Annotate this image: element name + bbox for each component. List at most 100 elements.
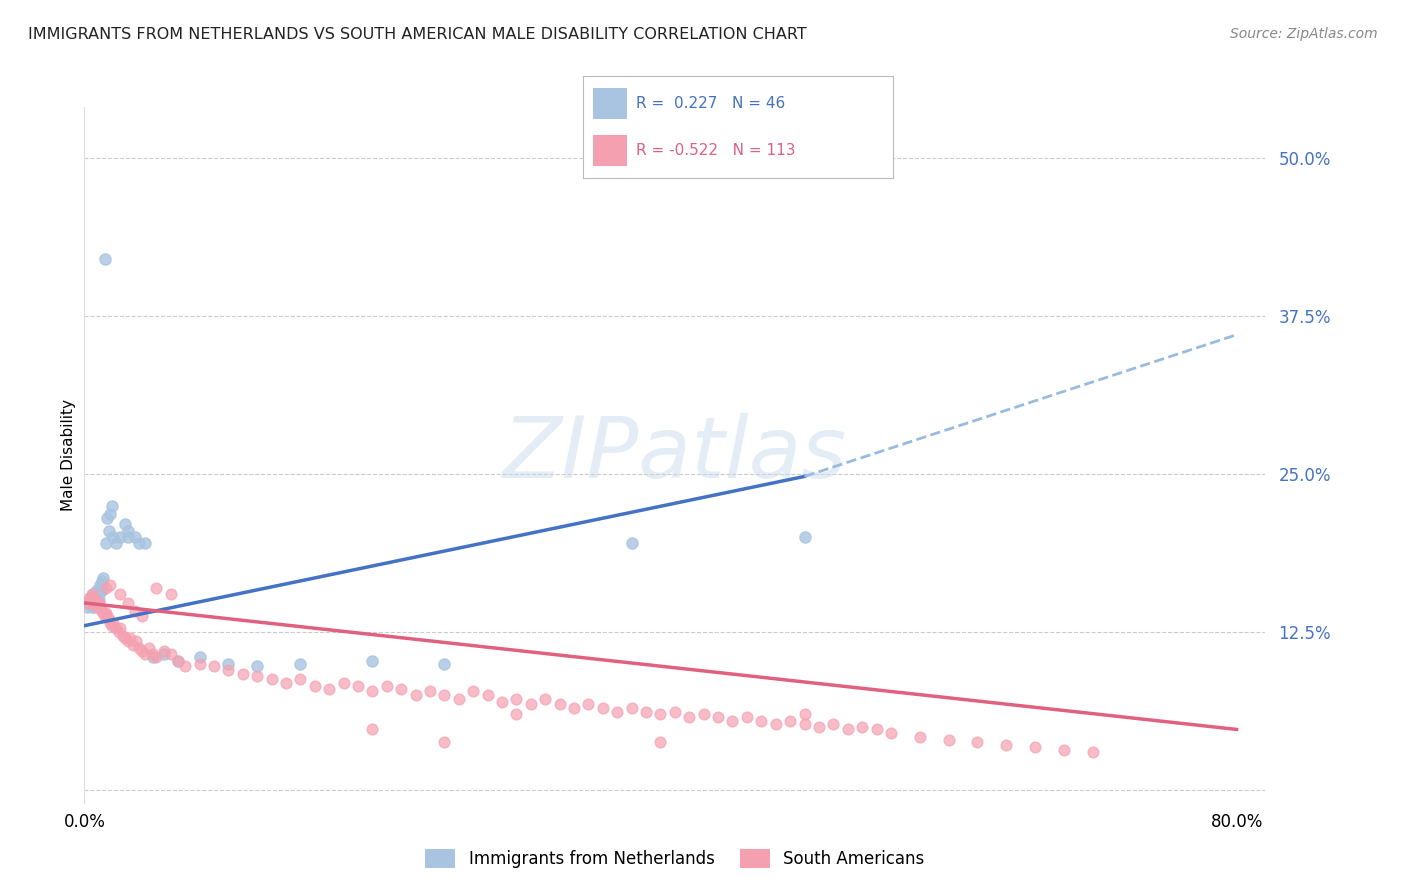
- Point: [433, 735, 456, 749]
- Point: [793, 717, 815, 731]
- Point: [110, 530, 132, 544]
- Point: [87, 596, 110, 610]
- Point: [260, 672, 283, 686]
- Point: [80, 591, 103, 605]
- Point: [97, 524, 120, 538]
- Point: [91, 571, 114, 585]
- Point: [114, 632, 136, 646]
- Point: [84, 596, 107, 610]
- Point: [138, 641, 160, 656]
- Point: [389, 681, 412, 696]
- Point: [80, 599, 103, 614]
- Text: R =  0.227   N = 46: R = 0.227 N = 46: [636, 96, 786, 111]
- Point: [98, 508, 121, 522]
- Point: [82, 587, 104, 601]
- Point: [114, 517, 136, 532]
- Point: [592, 701, 614, 715]
- Point: [117, 633, 139, 648]
- Legend: Immigrants from Netherlands, South Americans: Immigrants from Netherlands, South Ameri…: [419, 842, 931, 874]
- Point: [87, 587, 110, 601]
- Point: [145, 650, 167, 665]
- Point: [110, 587, 132, 601]
- Point: [122, 638, 145, 652]
- Point: [908, 730, 931, 744]
- Point: [578, 697, 600, 711]
- Point: [188, 650, 211, 665]
- Point: [650, 735, 672, 749]
- Point: [117, 596, 139, 610]
- Point: [87, 593, 110, 607]
- Point: [520, 697, 543, 711]
- Point: [966, 735, 988, 749]
- Point: [94, 606, 117, 620]
- Point: [83, 593, 105, 607]
- Point: [82, 593, 104, 607]
- Point: [548, 697, 571, 711]
- Point: [83, 599, 105, 614]
- Point: [433, 657, 456, 671]
- Point: [505, 707, 527, 722]
- Point: [134, 647, 156, 661]
- Point: [735, 710, 758, 724]
- Bar: [593, 136, 627, 166]
- Point: [80, 596, 103, 610]
- Point: [105, 621, 128, 635]
- Point: [477, 688, 499, 702]
- Point: [83, 591, 105, 605]
- Point: [94, 581, 117, 595]
- Point: [433, 688, 456, 702]
- Point: [405, 688, 427, 702]
- Bar: [593, 88, 627, 119]
- Point: [1081, 745, 1104, 759]
- Point: [361, 684, 384, 698]
- Point: [765, 717, 787, 731]
- Point: [89, 583, 111, 598]
- Point: [491, 695, 513, 709]
- Text: Source: ZipAtlas.com: Source: ZipAtlas.com: [1230, 27, 1378, 41]
- Point: [117, 524, 139, 538]
- Text: IMMIGRANTS FROM NETHERLANDS VS SOUTH AMERICAN MALE DISABILITY CORRELATION CHART: IMMIGRANTS FROM NETHERLANDS VS SOUTH AME…: [28, 27, 807, 42]
- Point: [159, 647, 181, 661]
- Point: [361, 654, 384, 668]
- Point: [117, 530, 139, 544]
- Point: [463, 684, 485, 698]
- Point: [217, 663, 239, 677]
- Point: [94, 536, 117, 550]
- Point: [124, 603, 146, 617]
- Point: [86, 596, 108, 610]
- Point: [98, 578, 121, 592]
- Point: [145, 581, 167, 595]
- Point: [77, 591, 100, 605]
- Point: [91, 606, 114, 620]
- Point: [246, 659, 269, 673]
- Point: [98, 616, 121, 631]
- Point: [84, 596, 107, 610]
- Point: [76, 599, 98, 614]
- Point: [202, 659, 225, 673]
- Point: [97, 612, 120, 626]
- Point: [152, 647, 174, 661]
- Point: [318, 681, 340, 696]
- Point: [620, 536, 643, 550]
- Point: [80, 587, 103, 601]
- Point: [419, 684, 441, 698]
- Point: [86, 583, 108, 598]
- Point: [131, 608, 153, 623]
- Point: [823, 717, 845, 731]
- Point: [77, 596, 100, 610]
- Point: [93, 252, 115, 266]
- Point: [96, 511, 118, 525]
- Point: [82, 596, 104, 610]
- Point: [96, 608, 118, 623]
- Point: [84, 593, 107, 607]
- Point: [142, 647, 165, 661]
- Point: [606, 705, 628, 719]
- Point: [290, 672, 312, 686]
- Point: [100, 499, 122, 513]
- Point: [217, 657, 239, 671]
- Text: ZIPatlas: ZIPatlas: [503, 413, 846, 497]
- Point: [128, 536, 150, 550]
- Point: [167, 654, 190, 668]
- Point: [995, 738, 1018, 752]
- Point: [304, 680, 326, 694]
